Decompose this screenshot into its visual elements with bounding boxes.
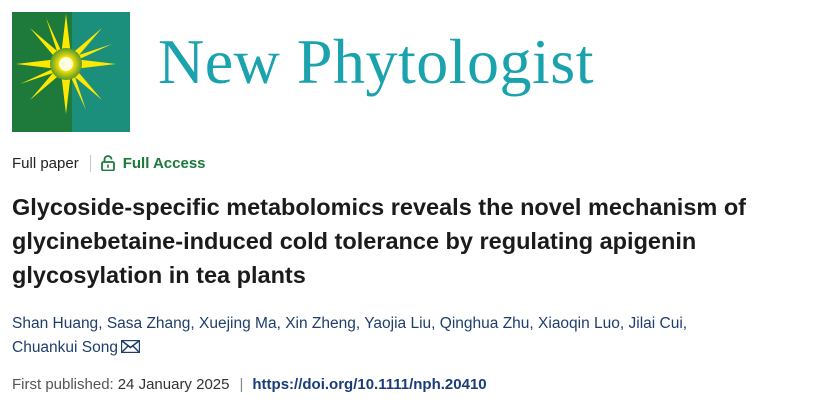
meta-divider <box>89 154 91 172</box>
publication-separator: | <box>239 376 244 393</box>
author-link[interactable]: Sasa Zhang <box>106 315 191 332</box>
author-link[interactable]: Chuankui Song <box>12 339 118 356</box>
mail-icon[interactable] <box>121 340 140 353</box>
article-title: Glycoside-specific metabolomics reveals … <box>12 194 746 288</box>
author-link[interactable]: Jilai Cui <box>628 315 683 332</box>
author-link[interactable]: Xin Zheng <box>285 315 356 332</box>
first-published-date: 24 January 2025 <box>117 376 230 393</box>
first-published-label: First published: <box>12 376 114 393</box>
journal-cover-image <box>12 12 130 132</box>
author-separator: , <box>529 315 534 332</box>
lock-open-icon <box>100 155 115 171</box>
author-link[interactable]: Qinghua Zhu <box>439 315 530 332</box>
publication-info: First published: 24 January 2025 | https… <box>12 376 487 393</box>
access-badge: Full Access <box>100 154 206 172</box>
article-type: Full paper <box>12 154 79 172</box>
author-link[interactable]: Xuejing Ma <box>199 315 277 332</box>
author-separator: , <box>98 315 103 332</box>
author-separator: , <box>682 315 688 332</box>
author-link[interactable]: Yaojia Liu <box>364 315 432 332</box>
journal-banner[interactable] <box>12 12 130 132</box>
access-label: Full Access <box>122 154 206 172</box>
author-separator: , <box>190 315 195 332</box>
author-link[interactable]: Shan Huang <box>12 315 99 332</box>
doi-link[interactable]: https://doi.org/10.1111/nph.20410 <box>252 376 487 393</box>
journal-title[interactable]: New Phytologist <box>158 26 594 97</box>
author-separator: , <box>276 315 281 332</box>
author-separator: , <box>431 315 436 332</box>
author-link[interactable]: Xiaoqin Luo <box>538 315 620 332</box>
article-meta: Full paper Full Access <box>12 153 206 173</box>
author-separator: , <box>355 315 361 332</box>
author-separator: , <box>619 315 625 332</box>
author-list: Shan Huang, Sasa Zhang, Xuejing Ma, Xin … <box>12 312 812 360</box>
